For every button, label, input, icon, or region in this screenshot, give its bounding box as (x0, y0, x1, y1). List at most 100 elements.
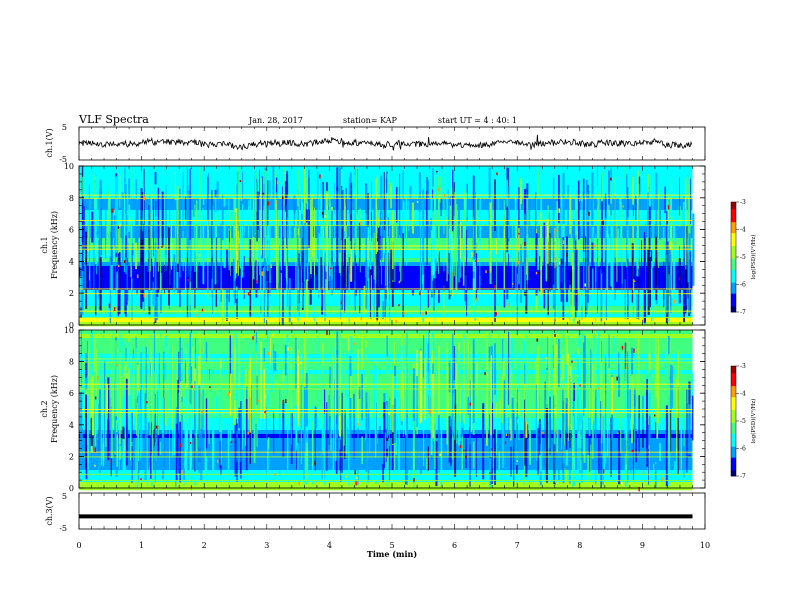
spectrogram-dot (329, 267, 332, 270)
colorbar-step (731, 400, 736, 404)
spectrogram-column (232, 361, 235, 386)
spectrogram-column (343, 338, 345, 377)
spectrogram-column (508, 331, 510, 405)
spectrogram-column (97, 360, 99, 440)
spectrogram-column (683, 377, 685, 447)
colorbar-step (731, 220, 736, 223)
spectrogram-dot (181, 470, 183, 475)
spectrogram-column (286, 334, 289, 394)
spectrogram-column (386, 171, 388, 193)
spectrogram-line (79, 480, 693, 482)
spectrogram-dot (642, 470, 645, 474)
spectrogram-column (435, 257, 437, 272)
colorbar-step (731, 461, 736, 464)
spectrogram-column (569, 269, 571, 285)
spectrogram-column (624, 412, 626, 439)
spectrogram-column (545, 403, 548, 483)
spectrogram-column (565, 397, 568, 433)
colorbar-step (731, 262, 736, 265)
spectrogram-column (616, 221, 618, 282)
spectrogram-column (549, 396, 551, 455)
spectrogram-column (212, 393, 214, 477)
spectrogram-column (627, 216, 629, 259)
spectrogram-column (684, 227, 687, 314)
spectrogram-column (212, 440, 215, 451)
spectrogram-column (605, 361, 607, 432)
spectrogram-column (93, 394, 95, 457)
colorbar-step (731, 472, 736, 475)
spectrogram-column (406, 415, 408, 485)
spectrogram-column (605, 288, 607, 301)
spectrogram-column (587, 352, 590, 402)
spectrogram-column (270, 350, 273, 392)
spectrogram-column (144, 393, 147, 481)
spectrogram-column (605, 357, 607, 395)
time-tick-label: 8 (577, 541, 582, 550)
spectrogram-column (341, 392, 343, 473)
spectrogram-column (345, 382, 348, 454)
spectrogram-column (558, 174, 560, 224)
spectrogram-column (620, 365, 622, 452)
spectrogram-dot (667, 205, 670, 210)
spectrogram-column (94, 256, 97, 316)
spectrogram-column (453, 245, 455, 257)
spectrogram-column (679, 245, 680, 285)
spectrogram-column (190, 168, 192, 188)
colorbar-step (731, 249, 736, 252)
spectrogram-column (400, 371, 403, 422)
spectrogram-column (386, 217, 389, 300)
colorbar-step (731, 457, 736, 460)
colorbar-step (731, 236, 736, 240)
spectrogram-column (300, 380, 302, 465)
spectrogram-dot (476, 297, 478, 302)
colorbar-step (731, 399, 736, 402)
spectrogram-column (592, 330, 595, 416)
spectrogram-column (605, 193, 607, 231)
spectrogram-column (280, 217, 282, 267)
spectrogram-column (412, 368, 415, 426)
colorbar-step (731, 253, 736, 256)
spectrogram-column (551, 176, 552, 196)
spectrogram-column (107, 200, 110, 234)
spectrogram-column (568, 358, 569, 441)
spectrogram-column (276, 199, 278, 289)
spectrogram-column (88, 184, 90, 273)
spectrogram-column (109, 256, 112, 324)
spectrogram-column (389, 259, 391, 282)
spectrogram-column (328, 242, 330, 282)
spectrogram-column (137, 391, 139, 462)
spectrogram-column (234, 280, 237, 303)
spectrogram-column (164, 336, 167, 393)
spectrogram-column (157, 187, 160, 270)
spectrogram-column (305, 279, 308, 319)
spectrogram-dot (326, 330, 328, 335)
spectrogram-column (503, 218, 505, 289)
spectrogram-column (297, 356, 300, 427)
spectrogram-column (349, 356, 352, 446)
spectrogram-column (456, 363, 458, 422)
spectrogram-column (463, 343, 465, 364)
spectrogram-column (181, 401, 183, 415)
spectrogram-column (601, 387, 602, 456)
spectrogram-column (386, 335, 388, 357)
spectrogram-column (135, 347, 137, 399)
spectrogram-column (578, 333, 581, 415)
spectrogram-column (113, 399, 115, 429)
spectrogram-column (365, 387, 368, 472)
ch3-ytick-5: 5 (62, 492, 67, 501)
spectrogram-column (220, 387, 222, 466)
spectrogram-column (179, 337, 181, 382)
spectrogram-column (136, 203, 139, 251)
spectrogram-column (361, 436, 363, 465)
spectrogram-column (551, 297, 552, 309)
colorbar-step (731, 273, 736, 276)
spectrogram-column (186, 202, 188, 252)
spectrogram-column (448, 252, 451, 300)
spectrogram-column (130, 217, 132, 278)
spectrogram-column (632, 379, 634, 430)
colorbar-step (731, 242, 736, 245)
colorbar-step (731, 255, 736, 258)
spectrogram-dot (459, 445, 462, 449)
spectrogram-column (106, 384, 108, 412)
spectrogram-column (211, 189, 213, 279)
